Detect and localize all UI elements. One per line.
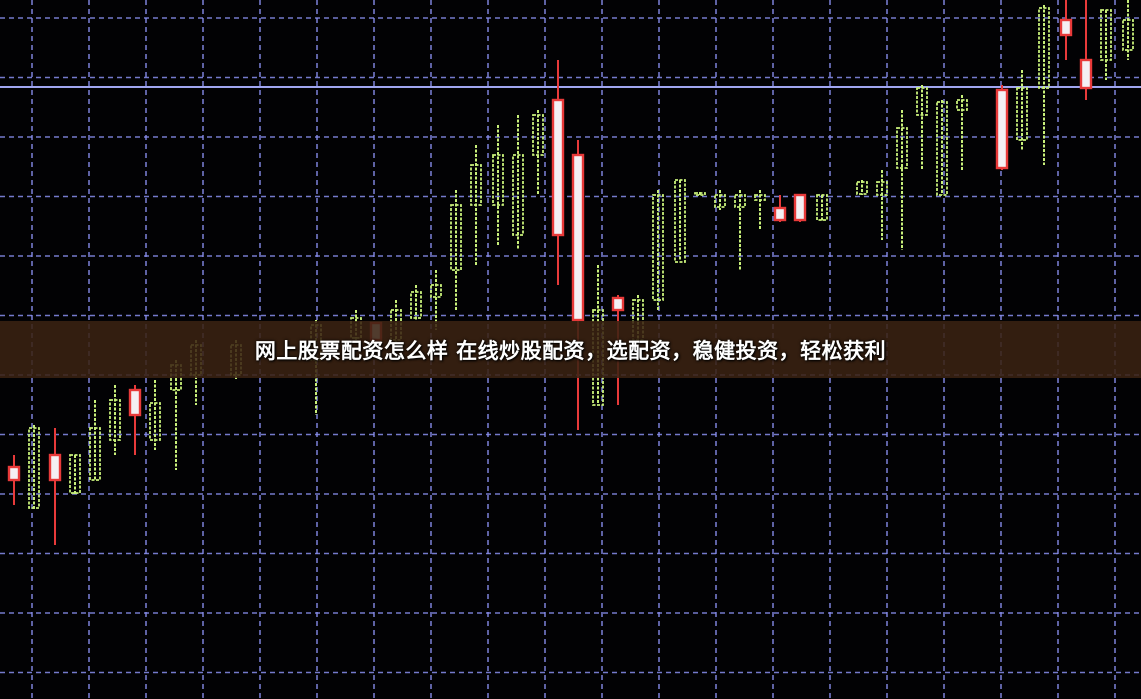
- candle-body-falling: [7, 465, 21, 482]
- candle-body-falling: [773, 206, 787, 222]
- banner-title: 网上股票配资怎么样 在线炒股配资，选配资，稳健投资，轻松获利: [254, 338, 887, 363]
- candle-body-rising: [69, 454, 81, 494]
- candle-body-rising: [754, 194, 766, 201]
- candle-body-falling: [128, 388, 142, 417]
- candle-body-falling: [571, 153, 585, 322]
- candle-body-falling: [995, 88, 1009, 170]
- candle-body-rising: [1016, 87, 1028, 141]
- candle-body-rising: [512, 154, 524, 236]
- candle-body-falling: [1059, 18, 1073, 37]
- candle-body-falling: [793, 193, 807, 222]
- candle-body-rising: [450, 204, 462, 271]
- candle-body-rising: [470, 164, 482, 206]
- candle-body-rising: [410, 291, 422, 319]
- candle-body-rising: [1038, 7, 1050, 89]
- candle-body-rising: [674, 179, 686, 263]
- title-banner: 网上股票配资怎么样 在线炒股配资，选配资，稳健投资，轻松获利: [0, 321, 1141, 378]
- candle-body-rising: [896, 127, 908, 169]
- candle-body-falling: [48, 453, 62, 482]
- candle-body-rising: [149, 402, 161, 441]
- candle-body-rising: [652, 194, 664, 301]
- candle-body-rising: [856, 181, 868, 195]
- candle-body-rising: [492, 154, 504, 206]
- candle-body-rising: [109, 399, 121, 441]
- candle-body-rising: [532, 114, 544, 156]
- candle-body-rising: [734, 194, 746, 208]
- candle-body-falling: [611, 296, 625, 312]
- candle-body-rising: [430, 284, 442, 298]
- candle-body-rising: [714, 194, 726, 208]
- candle-body-rising: [956, 99, 968, 111]
- candle-body-rising: [1100, 9, 1112, 61]
- candle-body-falling: [551, 98, 565, 237]
- candle-body-rising: [936, 101, 948, 196]
- candle-body-rising: [694, 192, 706, 196]
- candle-body-rising: [28, 427, 40, 509]
- candle-body-falling: [1079, 58, 1093, 90]
- candle-body-rising: [916, 87, 928, 116]
- candle-body-rising: [1122, 19, 1134, 51]
- candle-body-rising: [876, 181, 888, 196]
- candle-body-rising: [89, 427, 101, 481]
- candle-body-rising: [816, 194, 828, 221]
